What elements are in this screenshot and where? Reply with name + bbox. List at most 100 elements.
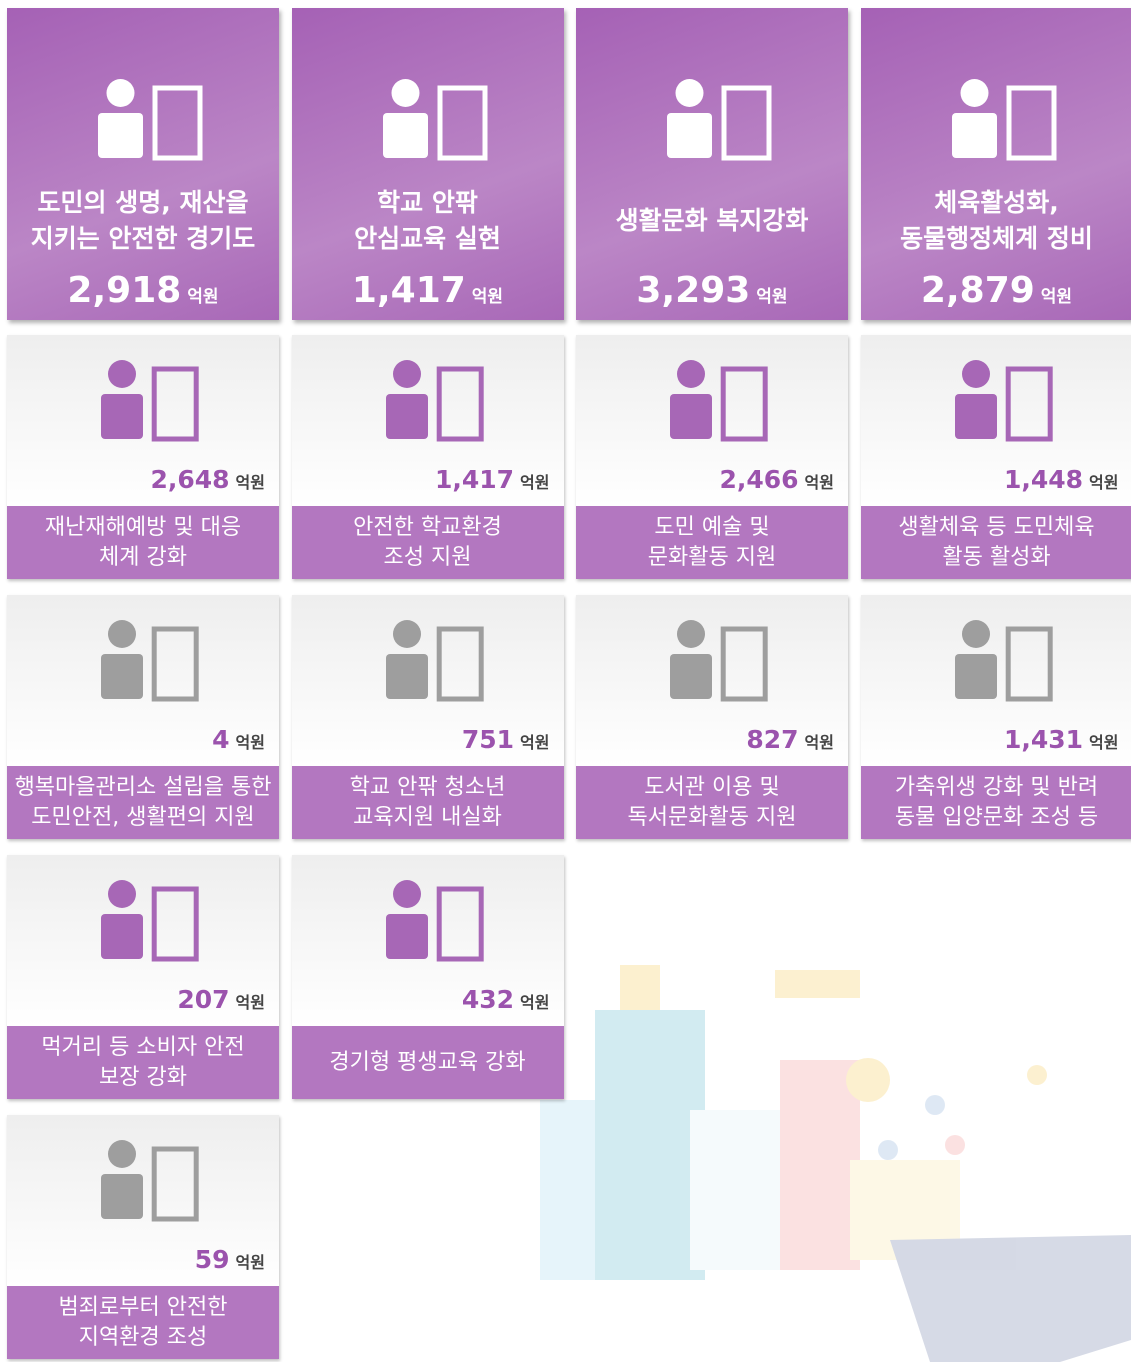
label-line: 경기형 평생교육 강화 <box>329 1049 526 1075</box>
icon <box>101 360 199 442</box>
amount-unit: 억원 <box>235 993 265 1012</box>
category-header: 도민의 생명, 재산을 지키는 안전한 경기도 2,918 억원 <box>7 8 279 320</box>
category-header: 체육활성화, 동물행정체계 정비 2,879 억원 <box>860 8 1131 320</box>
item-label: 도민 예술 및 문화활동 지원 <box>576 506 848 579</box>
label-line: 안전한 학교환경 <box>353 514 502 540</box>
label-line: 조성 지원 <box>383 544 472 570</box>
amount-unit: 억원 <box>804 733 834 752</box>
category-amount: 2,918 억원 <box>7 270 279 311</box>
category-title: 체육활성화, 동물행정체계 정비 <box>861 180 1131 262</box>
label-line: 보장 강화 <box>99 1064 187 1090</box>
amount-value: 2,648 <box>150 465 230 494</box>
category-title: 생활문화 복지강화 <box>576 180 848 262</box>
icon <box>954 620 1053 702</box>
amount-unit: 억원 <box>235 1253 265 1272</box>
amount-unit: 억원 <box>804 473 834 492</box>
item-label: 재난재해예방 및 대응 체계 강화 <box>7 506 279 579</box>
amount-value: 59 <box>194 1245 230 1274</box>
amount-unit: 억원 <box>1040 287 1073 307</box>
icon <box>670 620 768 702</box>
amount-value: 3,293 <box>636 270 751 311</box>
budget-item: 4 억원 행복마을관리소 설립을 통한 도민안전, 생활편의 지원 <box>7 595 279 839</box>
amount-value: 1,417 <box>351 270 466 311</box>
label-line: 활동 활성화 <box>942 544 1051 570</box>
amount-unit: 억원 <box>756 287 788 307</box>
amount-unit: 억원 <box>520 473 550 492</box>
amount-unit: 억원 <box>235 473 265 492</box>
label-line: 학교 안팎 청소년 <box>349 774 506 800</box>
title-line: 도민의 생명, 재산을 <box>37 188 249 217</box>
category-title: 도민의 생명, 재산을 지키는 안전한 경기도 <box>7 180 279 262</box>
title-line: 학교 안팎 <box>377 188 478 217</box>
label-line: 도서관 이용 및 <box>644 774 780 800</box>
label-line: 생활체육 등 도민체육 <box>898 514 1095 540</box>
item-label: 먹거리 등 소비자 안전 보장 강화 <box>7 1026 279 1099</box>
item-amount: 1,417 억원 <box>435 465 550 494</box>
amount-value: 2,918 <box>67 270 182 311</box>
icon <box>385 620 484 702</box>
item-amount: 751 억원 <box>462 725 550 754</box>
label-line: 가축위생 강화 및 반려 <box>894 774 1099 800</box>
icon <box>667 79 772 161</box>
category-amount: 1,417 억원 <box>292 270 564 311</box>
category-amount: 2,879 억원 <box>861 270 1131 311</box>
label-line: 동물 입양문화 조성 등 <box>894 804 1099 830</box>
amount-value: 2,879 <box>920 270 1035 311</box>
label-line: 도민 예술 및 <box>654 514 770 540</box>
item-amount: 1,431 억원 <box>1004 725 1119 754</box>
item-label: 경기형 평생교육 강화 <box>291 1026 564 1099</box>
icon <box>101 620 199 702</box>
amount-unit: 억원 <box>520 733 550 752</box>
amount-value: 827 <box>746 725 799 754</box>
amount-unit: 억원 <box>187 287 219 307</box>
icon <box>385 360 484 442</box>
label-line: 지역환경 조성 <box>78 1324 208 1350</box>
icon <box>670 360 768 442</box>
label-line: 교육지원 내실화 <box>353 804 502 830</box>
label-line: 재난재해예방 및 대응 <box>44 514 242 540</box>
amount-value: 4 <box>212 725 230 754</box>
title-line: 체육활성화, <box>934 188 1059 217</box>
amount-unit: 억원 <box>235 733 265 752</box>
amount-unit: 억원 <box>520 993 550 1012</box>
item-amount: 432 억원 <box>462 985 550 1014</box>
icon <box>951 79 1056 161</box>
category-amount: 3,293 억원 <box>576 270 848 311</box>
item-amount: 1,448 억원 <box>1004 465 1119 494</box>
amount-value: 1,431 <box>1003 725 1084 754</box>
amount-value: 1,448 <box>1003 465 1084 494</box>
amount-value: 1,417 <box>434 465 515 494</box>
amount-unit: 억원 <box>471 287 504 307</box>
amount-unit: 억원 <box>1089 473 1119 492</box>
amount-value: 207 <box>177 985 230 1014</box>
amount-unit: 억원 <box>1089 733 1119 752</box>
item-amount: 207 억원 <box>177 985 265 1014</box>
item-amount: 2,466 억원 <box>719 465 834 494</box>
icon <box>101 880 199 962</box>
icon <box>101 1140 199 1222</box>
amount-value: 2,466 <box>719 465 799 494</box>
title-line: 안심교육 실현 <box>354 224 501 253</box>
label-line: 범죄로부터 안전한 <box>58 1294 228 1320</box>
icon <box>382 79 487 161</box>
label-line: 독서문화활동 지원 <box>627 804 797 830</box>
label-line: 행복마을관리소 설립을 통한 <box>14 774 272 800</box>
amount-value: 751 <box>461 725 515 754</box>
item-amount: 2,648 억원 <box>150 465 265 494</box>
amount-value: 432 <box>461 985 515 1014</box>
